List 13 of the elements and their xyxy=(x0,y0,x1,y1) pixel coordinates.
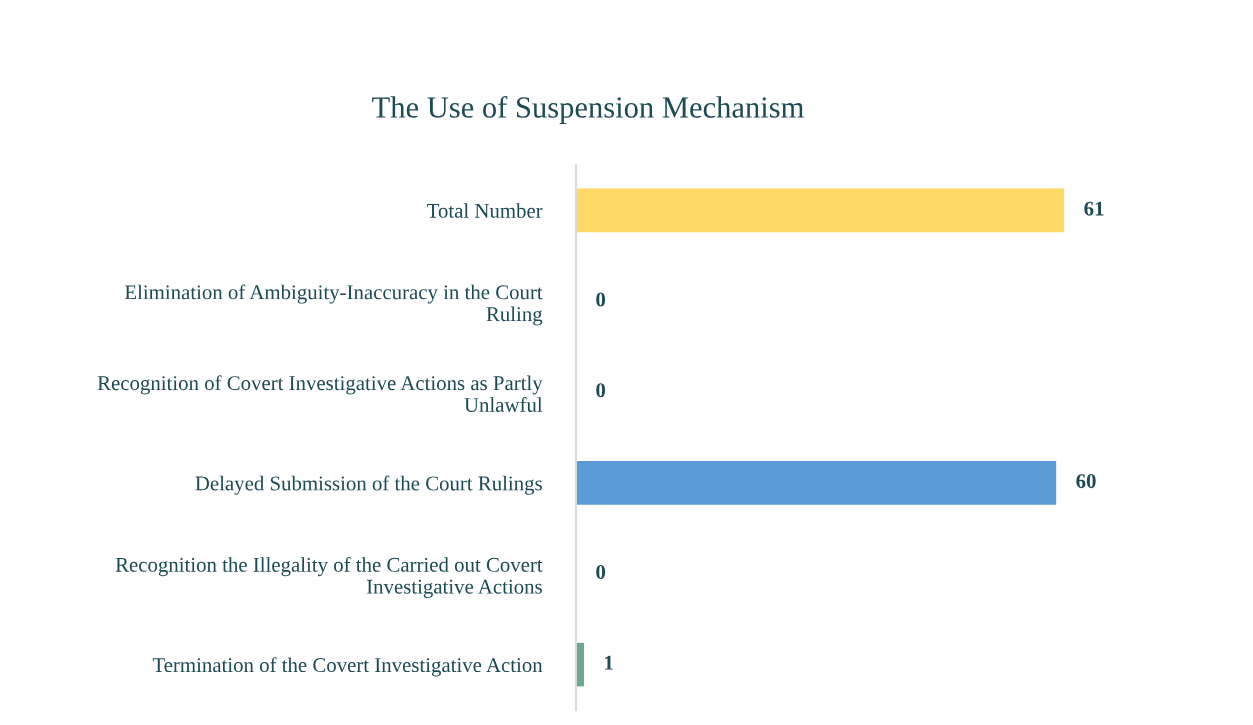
y-tick-label: Recognition the Illegality of the Carried out Covert Investigative Actions xyxy=(115,556,543,598)
data-label: 0 xyxy=(596,564,606,579)
y-tick-label: Elimination of Ambiguity-Inaccuracy in the Court Ruling xyxy=(124,284,543,326)
data-label: 60 xyxy=(1076,474,1096,489)
data-label: 0 xyxy=(596,292,606,307)
y-tick-label: Total Number xyxy=(427,203,543,218)
y-tick-label: Recognition of Covert Investigative Actions as Partly Unlawful xyxy=(97,375,543,412)
chart-title: The Use of Suspension Mechanism xyxy=(372,95,804,125)
data-label: 61 xyxy=(1084,201,1104,216)
y-tick-label: Termination of the Covert Investigative Action xyxy=(152,657,543,677)
y-tick-label: Delayed Submission of the Court Rulings xyxy=(195,475,542,495)
data-label: 0 xyxy=(596,383,606,398)
data-label: 1 xyxy=(605,655,613,670)
